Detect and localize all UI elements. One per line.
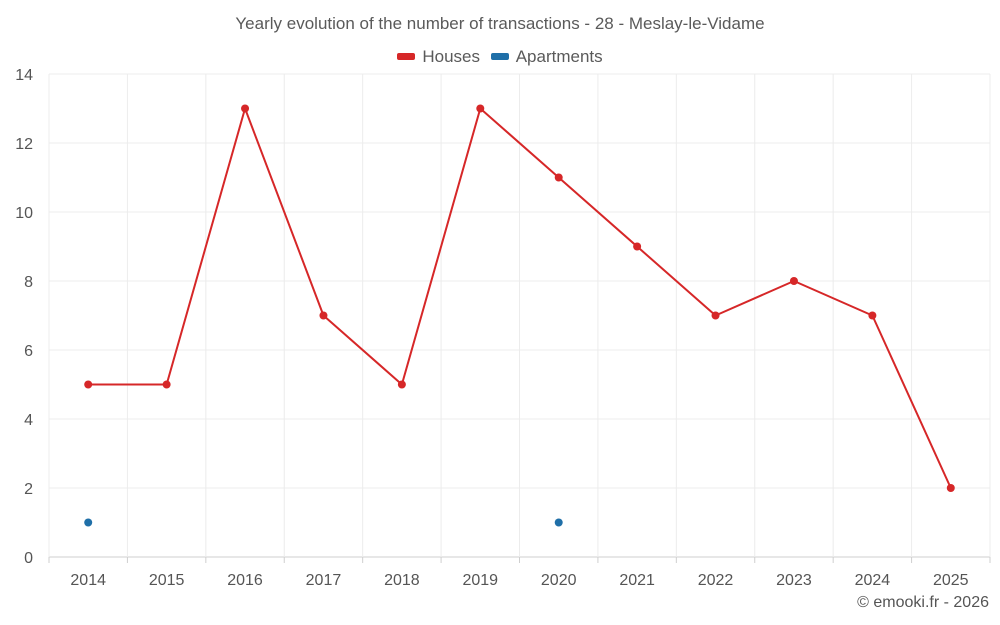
legend-item-apartments[interactable]: Apartments	[490, 46, 603, 67]
y-tick-label: 8	[24, 274, 33, 291]
y-tick-label: 2	[24, 481, 33, 498]
data-point-houses-2024	[868, 311, 877, 320]
data-point-houses-2023	[789, 277, 798, 285]
x-tick-label: 2021	[619, 572, 655, 589]
data-point-houses-2018	[397, 380, 406, 389]
y-tick-label: 0	[24, 550, 33, 567]
chart-title: Yearly evolution of the number of transa…	[235, 14, 765, 33]
data-point-houses-2014	[84, 380, 93, 389]
x-tick-label: 2017	[306, 572, 342, 589]
y-tick-label: 12	[15, 136, 33, 153]
data-point-houses-2025	[946, 484, 955, 492]
x-tick-label: 2022	[698, 572, 734, 589]
data-point-houses-2015	[162, 380, 171, 389]
x-tick-label: 2016	[227, 572, 263, 589]
y-tick-label: 14	[15, 67, 33, 84]
x-tick-label: 2019	[462, 572, 498, 589]
x-tick-label: 2018	[384, 572, 420, 589]
x-tick-label: 2023	[776, 572, 812, 589]
data-point-apartments-2014	[84, 518, 93, 527]
data-point-houses-2021	[633, 242, 642, 251]
data-point-houses-2017	[319, 311, 328, 320]
y-tick-label: 10	[15, 205, 33, 222]
data-point-houses-2019	[476, 104, 485, 113]
data-point-houses-2022	[711, 311, 720, 320]
x-tick-label: 2025	[933, 572, 969, 589]
legend-swatch-houses	[397, 53, 416, 60]
legend-label-houses: Houses	[422, 46, 480, 66]
legend-item-houses[interactable]: Houses	[397, 47, 480, 67]
y-tick-label: 6	[24, 343, 33, 360]
legend-label-apartments: Apartments	[515, 46, 603, 66]
data-point-houses-2016	[241, 104, 250, 113]
credit-text: © emooki.fr - 2026	[857, 594, 989, 611]
data-point-houses-2020	[554, 173, 563, 182]
x-tick-label: 2015	[149, 572, 185, 589]
x-tick-label: 2024	[855, 572, 891, 589]
series-line-houses	[88, 107, 952, 489]
legend-swatch-apartments	[490, 53, 509, 60]
x-tick-label: 2020	[541, 572, 577, 589]
data-point-apartments-2020	[554, 518, 563, 527]
x-tick-label: 2014	[70, 572, 106, 589]
y-tick-label: 4	[24, 412, 33, 429]
legend: Houses Apartments	[0, 45, 1000, 67]
